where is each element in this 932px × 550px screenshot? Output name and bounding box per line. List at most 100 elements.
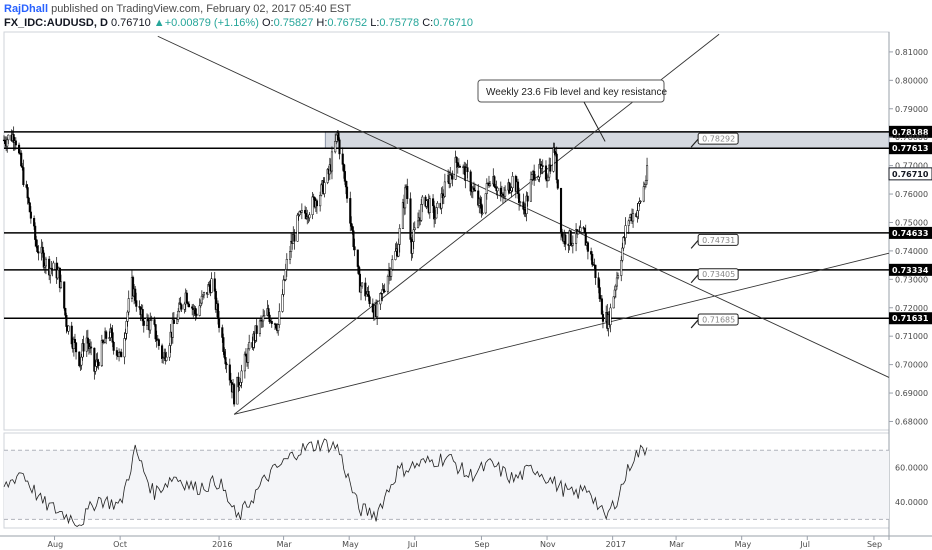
candle-body <box>222 337 225 352</box>
candle-body <box>320 184 323 196</box>
candle-body <box>504 189 507 197</box>
callout-arrow <box>583 101 606 142</box>
candle-body <box>559 187 563 233</box>
price-labels: 0.78292 0.74731 0.73405 0.71685 <box>690 132 739 329</box>
candle-body <box>213 278 216 292</box>
x-tick-label: May <box>342 540 359 549</box>
time-axis[interactable]: Aug Oct 2016 Mar May Jul Sep Nov 2017 Mar May Jul Se… <box>48 536 882 549</box>
candle-body <box>124 333 127 339</box>
candle-body <box>26 187 29 199</box>
candle-body <box>639 200 642 203</box>
candle-body <box>534 179 537 181</box>
candle-body <box>337 132 340 141</box>
candle-body <box>93 347 96 372</box>
y-tick-label: 0.74000 <box>895 247 928 256</box>
candle-body <box>180 304 183 310</box>
candle-body <box>202 292 206 296</box>
x-tick-label: Oct <box>113 540 127 549</box>
price-axis[interactable]: 0.81000 0.80000 0.79000 0.78000 0.77000 0.760… <box>889 48 928 427</box>
candle-body <box>275 323 278 329</box>
x-tick-label: Nov <box>540 540 556 549</box>
candle-body <box>409 198 412 240</box>
candle-body <box>223 351 226 358</box>
y-tick-label: 0.75000 <box>895 218 928 227</box>
open-value: 0.75827 <box>273 17 314 29</box>
callout-box[interactable] <box>477 79 665 103</box>
x-tick-label: Jul <box>799 540 810 549</box>
candle-body <box>64 308 67 316</box>
candle-body <box>258 320 261 334</box>
rsi-panel: 60.0000 40.0000 <box>3 438 928 527</box>
candle-body <box>147 317 150 322</box>
y-tick-label: 0.80000 <box>895 76 928 85</box>
candle-body <box>123 338 126 358</box>
candle-body <box>35 239 38 247</box>
y-tick-label: 0.79000 <box>895 105 928 114</box>
candle-body <box>349 198 352 224</box>
candle-body <box>308 214 311 219</box>
price-label-pointer <box>690 319 699 329</box>
level-badge <box>889 226 932 239</box>
candle-body <box>288 251 292 260</box>
low-value: 0.75778 <box>379 17 420 29</box>
level-badge-label: 0.74633 <box>892 229 928 238</box>
candle-body <box>420 204 423 221</box>
candle-body <box>78 351 81 367</box>
candle-body <box>172 319 175 324</box>
price-label-text: 0.73405 <box>702 270 735 279</box>
candle-body <box>643 184 646 187</box>
symbol-label[interactable]: FX_IDC:AUDUSD, D <box>4 17 108 29</box>
candle-body <box>549 164 552 172</box>
candle-body <box>247 348 250 363</box>
author-name[interactable]: RajDhall <box>4 3 49 15</box>
candle-body <box>210 278 213 293</box>
candle-body <box>63 281 66 309</box>
candle-body <box>65 315 68 327</box>
resistance-zone <box>324 131 890 149</box>
candle-body <box>335 134 338 142</box>
candle-body <box>455 157 458 163</box>
candle-body <box>102 342 106 344</box>
candle-body <box>135 300 138 307</box>
y-tick-label: 0.71000 <box>895 332 928 341</box>
level-badge <box>889 312 932 325</box>
candle-body <box>537 176 540 180</box>
candle-body <box>94 366 97 372</box>
candle-body <box>485 183 488 194</box>
zone-rect <box>324 131 890 149</box>
y-tick-label: 0.81000 <box>895 48 928 57</box>
candle-body <box>165 356 168 361</box>
candle-body <box>627 220 630 226</box>
level-badge-label: 0.73334 <box>892 266 929 275</box>
candle-body <box>564 234 567 245</box>
candle-body <box>237 376 240 388</box>
rsi-band <box>4 450 889 520</box>
candle-body <box>244 353 248 357</box>
annotation-callout[interactable]: Weekly 23.6 Fib level and key resistance <box>477 79 667 142</box>
candle-body <box>412 229 415 242</box>
trendline[interactable] <box>234 252 890 415</box>
horizontal-levels[interactable]: 0.78188 0.77613 0.74633 0.73334 0.71631 0.767… <box>4 125 932 325</box>
candle-body <box>473 189 477 192</box>
price-label-box <box>697 313 739 326</box>
high-value: 0.76752 <box>327 17 368 29</box>
candle-body <box>449 174 452 184</box>
candle-body <box>416 220 420 229</box>
candle-body <box>36 245 39 252</box>
candle-body <box>586 242 589 252</box>
candle-body <box>262 315 265 322</box>
candle-body <box>345 186 349 199</box>
x-tick-label: Sep <box>867 540 882 549</box>
candle-body <box>48 258 51 276</box>
candle-body <box>432 198 435 207</box>
price-label-text: 0.74731 <box>702 236 735 245</box>
candle-body <box>255 325 258 334</box>
candle-body <box>569 230 572 245</box>
candle-body <box>406 185 409 199</box>
candle-body <box>371 303 374 313</box>
candle-body <box>591 253 594 265</box>
y-tick-label: 0.73000 <box>895 275 928 284</box>
candle-body <box>330 151 334 172</box>
candle-body <box>394 251 397 260</box>
